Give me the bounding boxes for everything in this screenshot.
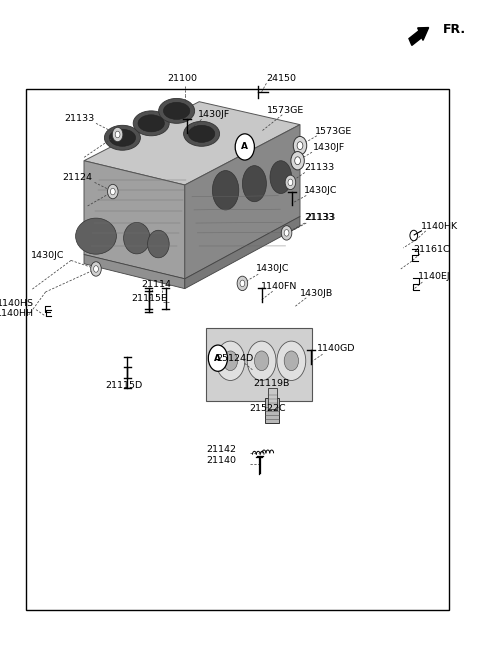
- Text: 1140HS: 1140HS: [0, 299, 34, 308]
- Text: 1430JF: 1430JF: [312, 143, 345, 152]
- Ellipse shape: [123, 222, 150, 254]
- Text: 21140: 21140: [207, 456, 237, 465]
- Text: 1140GD: 1140GD: [317, 344, 355, 354]
- Bar: [26, 89, 449, 610]
- Ellipse shape: [105, 125, 140, 150]
- Circle shape: [285, 175, 296, 190]
- Circle shape: [91, 262, 101, 276]
- Circle shape: [240, 280, 245, 287]
- Circle shape: [284, 351, 299, 371]
- Ellipse shape: [183, 121, 220, 146]
- Circle shape: [223, 351, 238, 371]
- Ellipse shape: [75, 218, 117, 254]
- Circle shape: [284, 230, 289, 236]
- Ellipse shape: [242, 165, 266, 202]
- Text: 24150: 24150: [266, 74, 296, 83]
- Text: 1430JC: 1430JC: [304, 186, 337, 195]
- Text: 21124: 21124: [62, 173, 92, 182]
- Circle shape: [297, 142, 303, 150]
- Circle shape: [94, 266, 98, 272]
- Ellipse shape: [270, 161, 291, 194]
- Text: 21142: 21142: [207, 445, 237, 454]
- Bar: [265, 398, 279, 423]
- Ellipse shape: [188, 125, 215, 142]
- Text: 21100: 21100: [168, 74, 197, 83]
- Ellipse shape: [158, 98, 195, 123]
- Text: 21522C: 21522C: [249, 404, 286, 413]
- Text: 21161C: 21161C: [414, 245, 450, 254]
- Polygon shape: [185, 125, 300, 279]
- Circle shape: [288, 179, 293, 186]
- Ellipse shape: [163, 102, 190, 119]
- Circle shape: [237, 276, 248, 291]
- Bar: [268, 388, 277, 409]
- Polygon shape: [84, 255, 185, 289]
- Polygon shape: [84, 102, 300, 185]
- Text: 1140FN: 1140FN: [261, 282, 298, 291]
- Text: 21115E: 21115E: [131, 294, 167, 303]
- Circle shape: [235, 134, 254, 160]
- Circle shape: [293, 136, 307, 155]
- Ellipse shape: [148, 230, 169, 258]
- Text: 25124D: 25124D: [216, 354, 254, 363]
- Text: 1573GE: 1573GE: [315, 127, 352, 136]
- Circle shape: [112, 127, 123, 142]
- Text: A: A: [241, 142, 248, 152]
- Ellipse shape: [212, 171, 239, 210]
- Text: 21133: 21133: [304, 213, 335, 222]
- Text: 21114: 21114: [141, 280, 171, 289]
- Circle shape: [247, 341, 276, 380]
- Bar: [206, 328, 312, 401]
- Text: FR.: FR.: [443, 23, 466, 36]
- Text: 1430JF: 1430JF: [197, 110, 230, 119]
- Circle shape: [115, 131, 120, 138]
- Text: 1430JB: 1430JB: [300, 289, 334, 298]
- Circle shape: [277, 341, 306, 380]
- Text: A: A: [215, 354, 221, 363]
- Text: 21119B: 21119B: [253, 379, 289, 388]
- Text: 1140HH: 1140HH: [0, 309, 35, 318]
- Text: 21115D: 21115D: [105, 380, 143, 390]
- Ellipse shape: [138, 115, 164, 132]
- Polygon shape: [185, 216, 300, 289]
- Text: 1430JC: 1430JC: [31, 251, 65, 260]
- Circle shape: [281, 226, 292, 240]
- Text: 21133: 21133: [304, 163, 335, 172]
- Text: 1140HK: 1140HK: [420, 222, 458, 231]
- Ellipse shape: [109, 129, 135, 146]
- Text: 1430JC: 1430JC: [256, 264, 289, 274]
- Text: 1573GE: 1573GE: [267, 106, 304, 115]
- Text: 1140EJ: 1140EJ: [418, 272, 451, 281]
- Text: 21133: 21133: [64, 113, 95, 123]
- Circle shape: [291, 152, 304, 170]
- Text: 21133: 21133: [305, 213, 336, 222]
- FancyArrow shape: [409, 28, 429, 45]
- Circle shape: [208, 345, 228, 371]
- Circle shape: [254, 351, 269, 371]
- Circle shape: [216, 341, 245, 380]
- Ellipse shape: [133, 111, 169, 136]
- Polygon shape: [84, 161, 185, 279]
- Circle shape: [108, 184, 118, 199]
- Circle shape: [110, 188, 115, 195]
- Circle shape: [295, 157, 300, 165]
